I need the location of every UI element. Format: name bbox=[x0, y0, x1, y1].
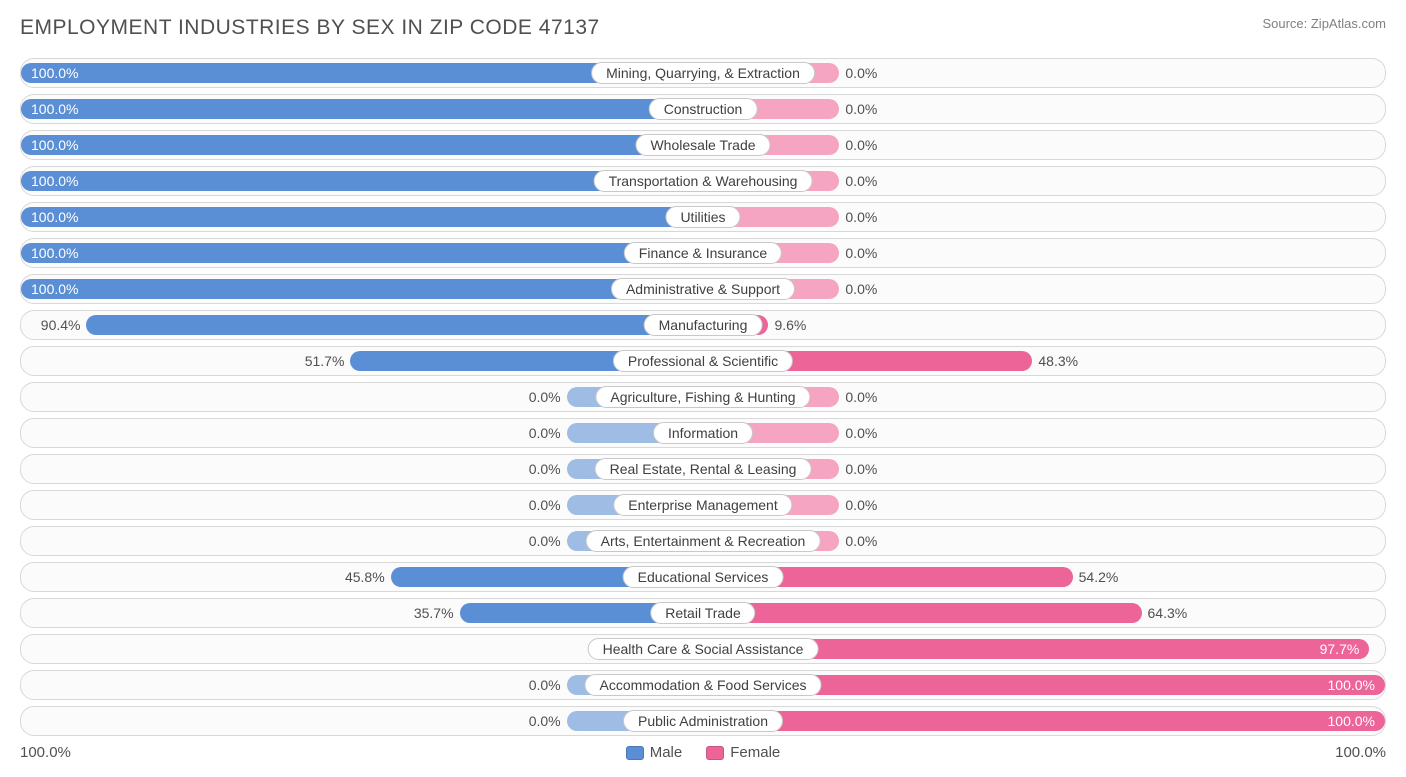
axis-right-label: 100.0% bbox=[1335, 744, 1386, 761]
category-label: Manufacturing bbox=[644, 314, 763, 336]
legend-swatch-male bbox=[626, 746, 644, 760]
chart-footer: 100.0% Male Female 100.0% bbox=[20, 744, 1386, 761]
male-value: 100.0% bbox=[25, 279, 78, 299]
category-label: Information bbox=[653, 422, 753, 444]
male-value: 100.0% bbox=[25, 207, 78, 227]
category-label: Wholesale Trade bbox=[635, 134, 770, 156]
legend-swatch-female bbox=[706, 746, 724, 760]
category-label: Agriculture, Fishing & Hunting bbox=[595, 386, 810, 408]
male-bar: 100.0% bbox=[21, 135, 703, 155]
female-bar: 100.0% bbox=[703, 711, 1385, 731]
female-value: 0.0% bbox=[839, 99, 877, 119]
female-value: 97.7% bbox=[1320, 639, 1366, 659]
category-label: Real Estate, Rental & Leasing bbox=[595, 458, 812, 480]
female-value: 0.0% bbox=[839, 279, 877, 299]
category-label: Mining, Quarrying, & Extraction bbox=[591, 62, 815, 84]
male-value: 0.0% bbox=[529, 495, 567, 515]
category-label: Transportation & Warehousing bbox=[594, 170, 813, 192]
chart-row: 0.0% 0.0% Information bbox=[20, 418, 1386, 448]
female-value: 0.0% bbox=[839, 135, 877, 155]
female-value: 0.0% bbox=[839, 495, 877, 515]
axis-left-label: 100.0% bbox=[20, 744, 71, 761]
female-value: 0.0% bbox=[839, 531, 877, 551]
chart-row: 45.8% 54.2% Educational Services bbox=[20, 562, 1386, 592]
female-value: 64.3% bbox=[1142, 603, 1188, 623]
chart-row: 100.0% 0.0% Construction bbox=[20, 94, 1386, 124]
male-bar: 100.0% bbox=[21, 99, 703, 119]
legend-female: Female bbox=[706, 744, 780, 761]
female-value: 0.0% bbox=[839, 387, 877, 407]
category-label: Retail Trade bbox=[650, 602, 755, 624]
chart-title: EMPLOYMENT INDUSTRIES BY SEX IN ZIP CODE… bbox=[20, 16, 600, 40]
legend-label-male: Male bbox=[650, 744, 683, 761]
male-value: 90.4% bbox=[41, 315, 87, 335]
female-value: 0.0% bbox=[839, 459, 877, 479]
category-label: Finance & Insurance bbox=[624, 242, 782, 264]
category-label: Administrative & Support bbox=[611, 278, 795, 300]
female-value: 0.0% bbox=[839, 243, 877, 263]
male-value: 0.0% bbox=[529, 387, 567, 407]
category-label: Professional & Scientific bbox=[613, 350, 793, 372]
male-value: 100.0% bbox=[25, 171, 78, 191]
male-value: 0.0% bbox=[529, 675, 567, 695]
male-value: 35.7% bbox=[414, 603, 460, 623]
chart-row: 100.0% 0.0% Finance & Insurance bbox=[20, 238, 1386, 268]
category-label: Health Care & Social Assistance bbox=[588, 638, 819, 660]
chart-row: 100.0% 0.0% Wholesale Trade bbox=[20, 130, 1386, 160]
female-value: 0.0% bbox=[839, 207, 877, 227]
female-value: 0.0% bbox=[839, 423, 877, 443]
chart-row: 51.7% 48.3% Professional & Scientific bbox=[20, 346, 1386, 376]
female-value: 48.3% bbox=[1032, 351, 1078, 371]
category-label: Construction bbox=[649, 98, 758, 120]
chart-row: 35.7%64.3%Retail Trade bbox=[20, 598, 1386, 628]
chart-row: 100.0% 0.0% Utilities bbox=[20, 202, 1386, 232]
category-label: Public Administration bbox=[623, 710, 783, 732]
male-value: 0.0% bbox=[529, 711, 567, 731]
male-bar: 100.0% bbox=[21, 207, 703, 227]
category-label: Educational Services bbox=[623, 566, 784, 588]
chart-row: 0.0% 0.0% Agriculture, Fishing & Hunting bbox=[20, 382, 1386, 412]
category-label: Enterprise Management bbox=[613, 494, 792, 516]
chart-row: 90.4% 9.6%Manufacturing bbox=[20, 310, 1386, 340]
chart-row: 0.0% 0.0% Real Estate, Rental & Leasing bbox=[20, 454, 1386, 484]
female-value: 100.0% bbox=[1328, 675, 1381, 695]
male-bar: 100.0% bbox=[21, 279, 703, 299]
male-value: 45.8% bbox=[345, 567, 391, 587]
male-value: 100.0% bbox=[25, 99, 78, 119]
female-value: 54.2% bbox=[1073, 567, 1119, 587]
category-label: Utilities bbox=[665, 206, 740, 228]
female-value: 100.0% bbox=[1328, 711, 1381, 731]
male-value: 0.0% bbox=[529, 423, 567, 443]
male-bar: 100.0% bbox=[21, 243, 703, 263]
female-bar: 64.3% bbox=[703, 603, 1142, 623]
legend: Male Female bbox=[71, 744, 1335, 761]
female-value: 9.6% bbox=[768, 315, 806, 335]
male-value: 0.0% bbox=[529, 459, 567, 479]
legend-label-female: Female bbox=[730, 744, 780, 761]
male-value: 100.0% bbox=[25, 63, 78, 83]
category-label: Accommodation & Food Services bbox=[585, 674, 822, 696]
category-label: Arts, Entertainment & Recreation bbox=[586, 530, 821, 552]
male-value: 51.7% bbox=[305, 351, 351, 371]
male-value: 0.0% bbox=[529, 531, 567, 551]
diverging-bar-chart: 100.0% 0.0% Mining, Quarrying, & Extractio… bbox=[20, 58, 1386, 736]
chart-row: 100.0% 0.0% Transportation & Warehousing bbox=[20, 166, 1386, 196]
chart-row: 0.0% 0.0% Arts, Entertainment & Recreation bbox=[20, 526, 1386, 556]
legend-male: Male bbox=[626, 744, 683, 761]
chart-row: 100.0% 0.0% Mining, Quarrying, & Extractio… bbox=[20, 58, 1386, 88]
chart-row: 0.0% 100.0% Accommodation & Food Services bbox=[20, 670, 1386, 700]
chart-row: 2.3%97.7%Health Care & Social Assistance bbox=[20, 634, 1386, 664]
chart-row: 0.0% 100.0% Public Administration bbox=[20, 706, 1386, 736]
female-value: 0.0% bbox=[839, 63, 877, 83]
male-value: 100.0% bbox=[25, 243, 78, 263]
chart-row: 0.0% 0.0% Enterprise Management bbox=[20, 490, 1386, 520]
male-bar: 90.4% bbox=[86, 315, 703, 335]
female-value: 0.0% bbox=[839, 171, 877, 191]
male-value: 100.0% bbox=[25, 135, 78, 155]
chart-source: Source: ZipAtlas.com bbox=[1262, 16, 1386, 31]
header: EMPLOYMENT INDUSTRIES BY SEX IN ZIP CODE… bbox=[20, 16, 1386, 40]
chart-row: 100.0% 0.0% Administrative & Support bbox=[20, 274, 1386, 304]
